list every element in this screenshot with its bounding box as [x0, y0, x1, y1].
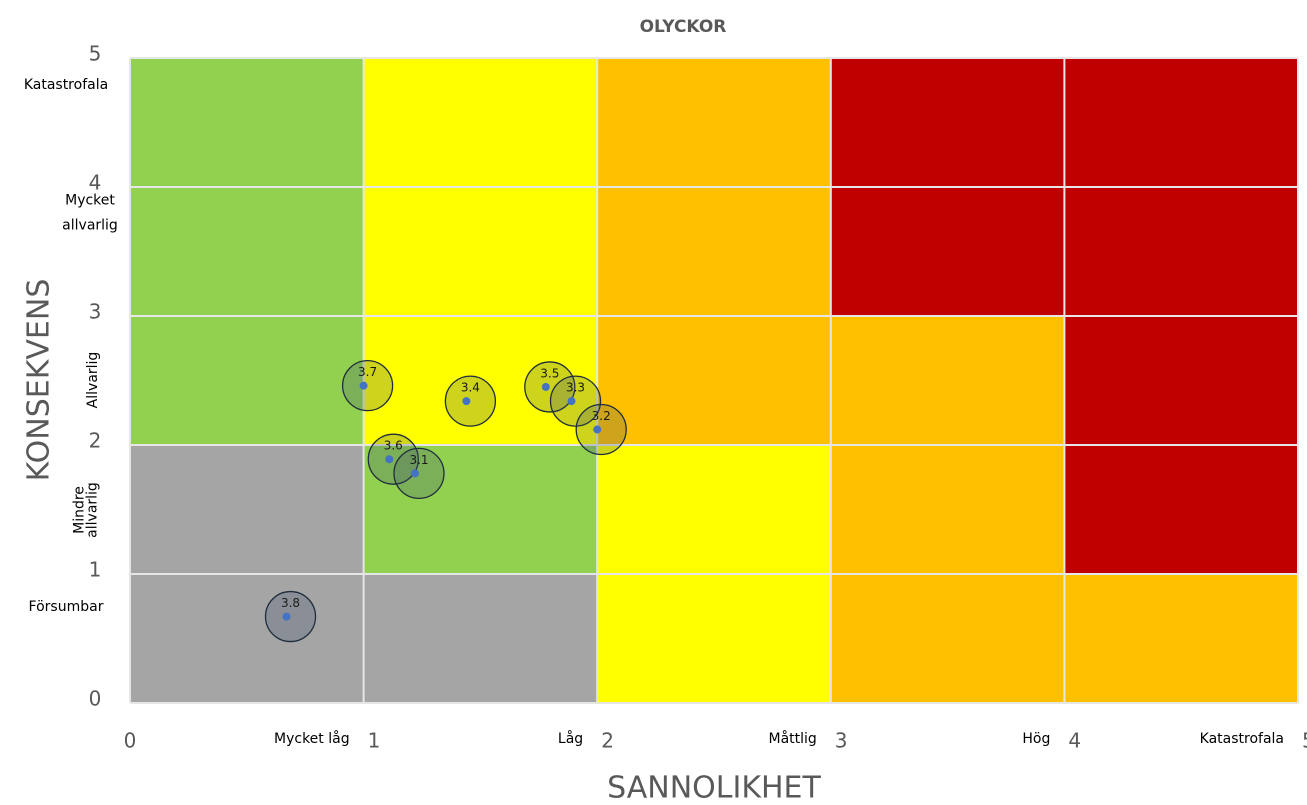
x-tick-label: 4	[1068, 729, 1081, 753]
y-tick-label: 1	[89, 558, 102, 582]
x-axis-label: SANNOLIKHET	[607, 771, 821, 805]
point-label: 3.8	[281, 596, 300, 610]
point-label: 3.2	[592, 409, 611, 423]
risk-cell	[130, 58, 364, 187]
risk-cell	[1064, 187, 1298, 316]
x-tick-label: 3	[835, 729, 848, 753]
risk-cell	[130, 187, 364, 316]
risk-cell	[363, 445, 598, 574]
risk-cell	[1064, 316, 1298, 445]
risk-cell	[597, 574, 831, 703]
risk-cell	[830, 187, 1065, 316]
x-level-label: Måttlig	[768, 730, 816, 747]
risk-cell	[597, 445, 831, 574]
point	[567, 397, 576, 406]
risk-cell	[1064, 58, 1298, 187]
risk-cell	[597, 316, 831, 445]
risk-cell	[363, 574, 598, 703]
chart-title: OLYCKOR	[640, 17, 727, 37]
point-label: 3.1	[409, 453, 428, 467]
y-level-label: Allvarlig	[85, 352, 101, 409]
point	[541, 382, 550, 391]
risk-cell	[130, 445, 364, 574]
point-label: 3.4	[461, 381, 480, 395]
risk-cell	[363, 187, 598, 316]
risk-cell	[830, 445, 1065, 574]
x-tick-label: 1	[368, 729, 381, 753]
x-level-label: Låg	[558, 730, 583, 747]
y-tick-label: 3	[89, 300, 102, 324]
point-label: 3.6	[384, 439, 403, 453]
y-level-label: Försumbar	[29, 599, 104, 615]
y-tick-label: 5	[89, 42, 102, 66]
risk-cell	[597, 187, 831, 316]
risk-cell	[363, 58, 598, 187]
x-tick-label: 5	[1302, 729, 1307, 753]
y-level-label: allvarlig	[85, 482, 101, 538]
point	[593, 425, 602, 434]
x-level-label: Katastrofala	[1200, 731, 1284, 747]
risk-cell	[830, 574, 1065, 703]
y-tick-label: 4	[89, 171, 102, 195]
x-level-label: Hög	[1022, 731, 1050, 747]
risk-cell	[597, 58, 831, 187]
x-tick-label: 2	[601, 729, 614, 753]
risk-cell	[830, 58, 1065, 187]
point	[385, 455, 394, 464]
y-level-label: Mycket	[65, 193, 115, 209]
point-label: 3.3	[566, 381, 585, 395]
risk-cell	[1064, 574, 1298, 703]
y-tick-label: 0	[89, 687, 102, 711]
y-axis-label: KONSEKVENS	[22, 279, 57, 482]
point-label: 3.7	[358, 365, 377, 379]
risk-cell	[830, 316, 1065, 445]
y-level-label: Katastrofala	[24, 77, 108, 93]
risk-cell	[130, 574, 364, 703]
point	[410, 469, 419, 478]
point	[462, 397, 471, 406]
point	[282, 612, 291, 621]
x-tick-label: 0	[124, 729, 137, 753]
y-level-label: Mindre	[72, 486, 88, 534]
point	[359, 381, 368, 390]
y-level-label: allvarlig	[62, 218, 118, 234]
risk-cell	[130, 316, 364, 445]
point-label: 3.5	[540, 366, 559, 380]
y-tick-label: 2	[89, 429, 102, 453]
risk-cell	[1064, 445, 1298, 574]
x-level-label: Mycket låg	[274, 730, 350, 747]
